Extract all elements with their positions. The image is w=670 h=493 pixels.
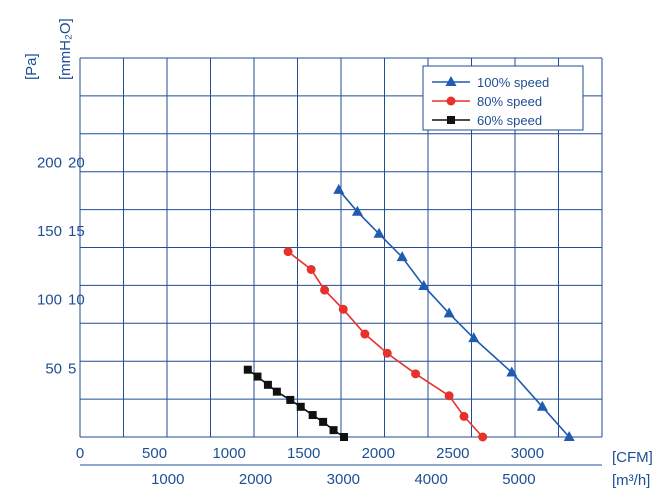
data-point-square bbox=[308, 411, 317, 420]
x-tick-cfm: 0 bbox=[76, 445, 84, 462]
y-unit-pa-label: [Pa] bbox=[23, 53, 40, 80]
data-point-circle bbox=[478, 432, 488, 442]
series-triangle bbox=[333, 183, 575, 441]
x-tick-cfm: 1000 bbox=[212, 445, 245, 462]
data-point-circle bbox=[283, 247, 293, 257]
x-unit-m3h-label: [m³/h] bbox=[612, 472, 650, 489]
series-line bbox=[247, 369, 345, 438]
y-tick-mmh2o: 20 bbox=[68, 154, 85, 171]
data-point-triangle bbox=[351, 205, 363, 216]
data-point-triangle bbox=[506, 366, 518, 377]
x-tick-m3h: 2000 bbox=[239, 471, 272, 488]
data-point-circle bbox=[360, 329, 370, 339]
data-point-triangle bbox=[443, 307, 455, 318]
data-point-triangle bbox=[333, 183, 345, 194]
data-point-square bbox=[286, 395, 295, 404]
y-tick-pa: 100 bbox=[37, 292, 62, 309]
x-tick-m3h: 4000 bbox=[414, 471, 447, 488]
y-tick-pa: 150 bbox=[37, 223, 62, 240]
x-tick-cfm: 500 bbox=[142, 445, 167, 462]
x-tick-cfm: 1500 bbox=[287, 445, 320, 462]
data-point-circle bbox=[320, 285, 330, 295]
data-point-triangle bbox=[373, 227, 385, 238]
legend-label: 80% speed bbox=[477, 94, 542, 109]
data-point-triangle bbox=[468, 332, 480, 343]
data-point-triangle bbox=[563, 431, 575, 441]
data-point-circle bbox=[338, 304, 348, 314]
data-point-square bbox=[319, 417, 328, 426]
x-tick-cfm: 2500 bbox=[436, 445, 469, 462]
data-point-circle bbox=[446, 96, 456, 106]
data-point-triangle bbox=[445, 76, 457, 86]
x-tick-m3h: 5000 bbox=[502, 471, 535, 488]
data-point-circle bbox=[306, 264, 316, 274]
x-tick-cfm: 3000 bbox=[511, 445, 544, 462]
data-point-square bbox=[329, 426, 338, 435]
chart-series bbox=[243, 183, 575, 442]
data-point-square bbox=[447, 116, 455, 124]
series-line bbox=[338, 189, 570, 438]
y-tick-labels: 50 5 100 10 150 15 200 20 bbox=[37, 154, 85, 377]
series-circle bbox=[283, 247, 488, 442]
legend-label: 60% speed bbox=[477, 113, 542, 128]
series-square bbox=[243, 365, 348, 441]
data-point-circle bbox=[459, 411, 469, 421]
x-tick-m3h: 1000 bbox=[151, 471, 184, 488]
data-point-square bbox=[243, 365, 252, 374]
chart-legend: 100% speed 80% speed 60% speed bbox=[422, 65, 584, 131]
legend-label: 100% speed bbox=[477, 75, 549, 90]
data-point-circle bbox=[382, 348, 392, 358]
data-point-square bbox=[272, 387, 281, 396]
data-point-triangle bbox=[396, 251, 408, 262]
data-point-square bbox=[339, 433, 348, 441]
x-tick-m3h: 3000 bbox=[327, 471, 360, 488]
x-tick-cfm: 2000 bbox=[362, 445, 395, 462]
series-line bbox=[287, 250, 484, 438]
data-point-triangle bbox=[536, 400, 548, 411]
data-point-square bbox=[263, 380, 272, 389]
data-point-triangle bbox=[418, 279, 430, 290]
data-point-square bbox=[253, 372, 262, 381]
data-point-circle bbox=[444, 391, 454, 401]
y-tick-mmh2o: 10 bbox=[68, 292, 85, 309]
data-point-square bbox=[296, 402, 305, 411]
y-unit-mmh2o-label: [mmH₂O] bbox=[57, 18, 74, 80]
axis-unit-labels: [Pa] [mmH₂O] [CFM] [m³/h] bbox=[23, 18, 653, 489]
y-tick-pa: 200 bbox=[37, 154, 62, 171]
y-tick-mmh2o: 5 bbox=[68, 360, 76, 377]
x-unit-cfm-label: [CFM] bbox=[612, 449, 653, 466]
y-tick-pa: 50 bbox=[45, 360, 62, 377]
data-point-circle bbox=[411, 369, 421, 379]
y-tick-mmh2o: 15 bbox=[68, 223, 85, 240]
